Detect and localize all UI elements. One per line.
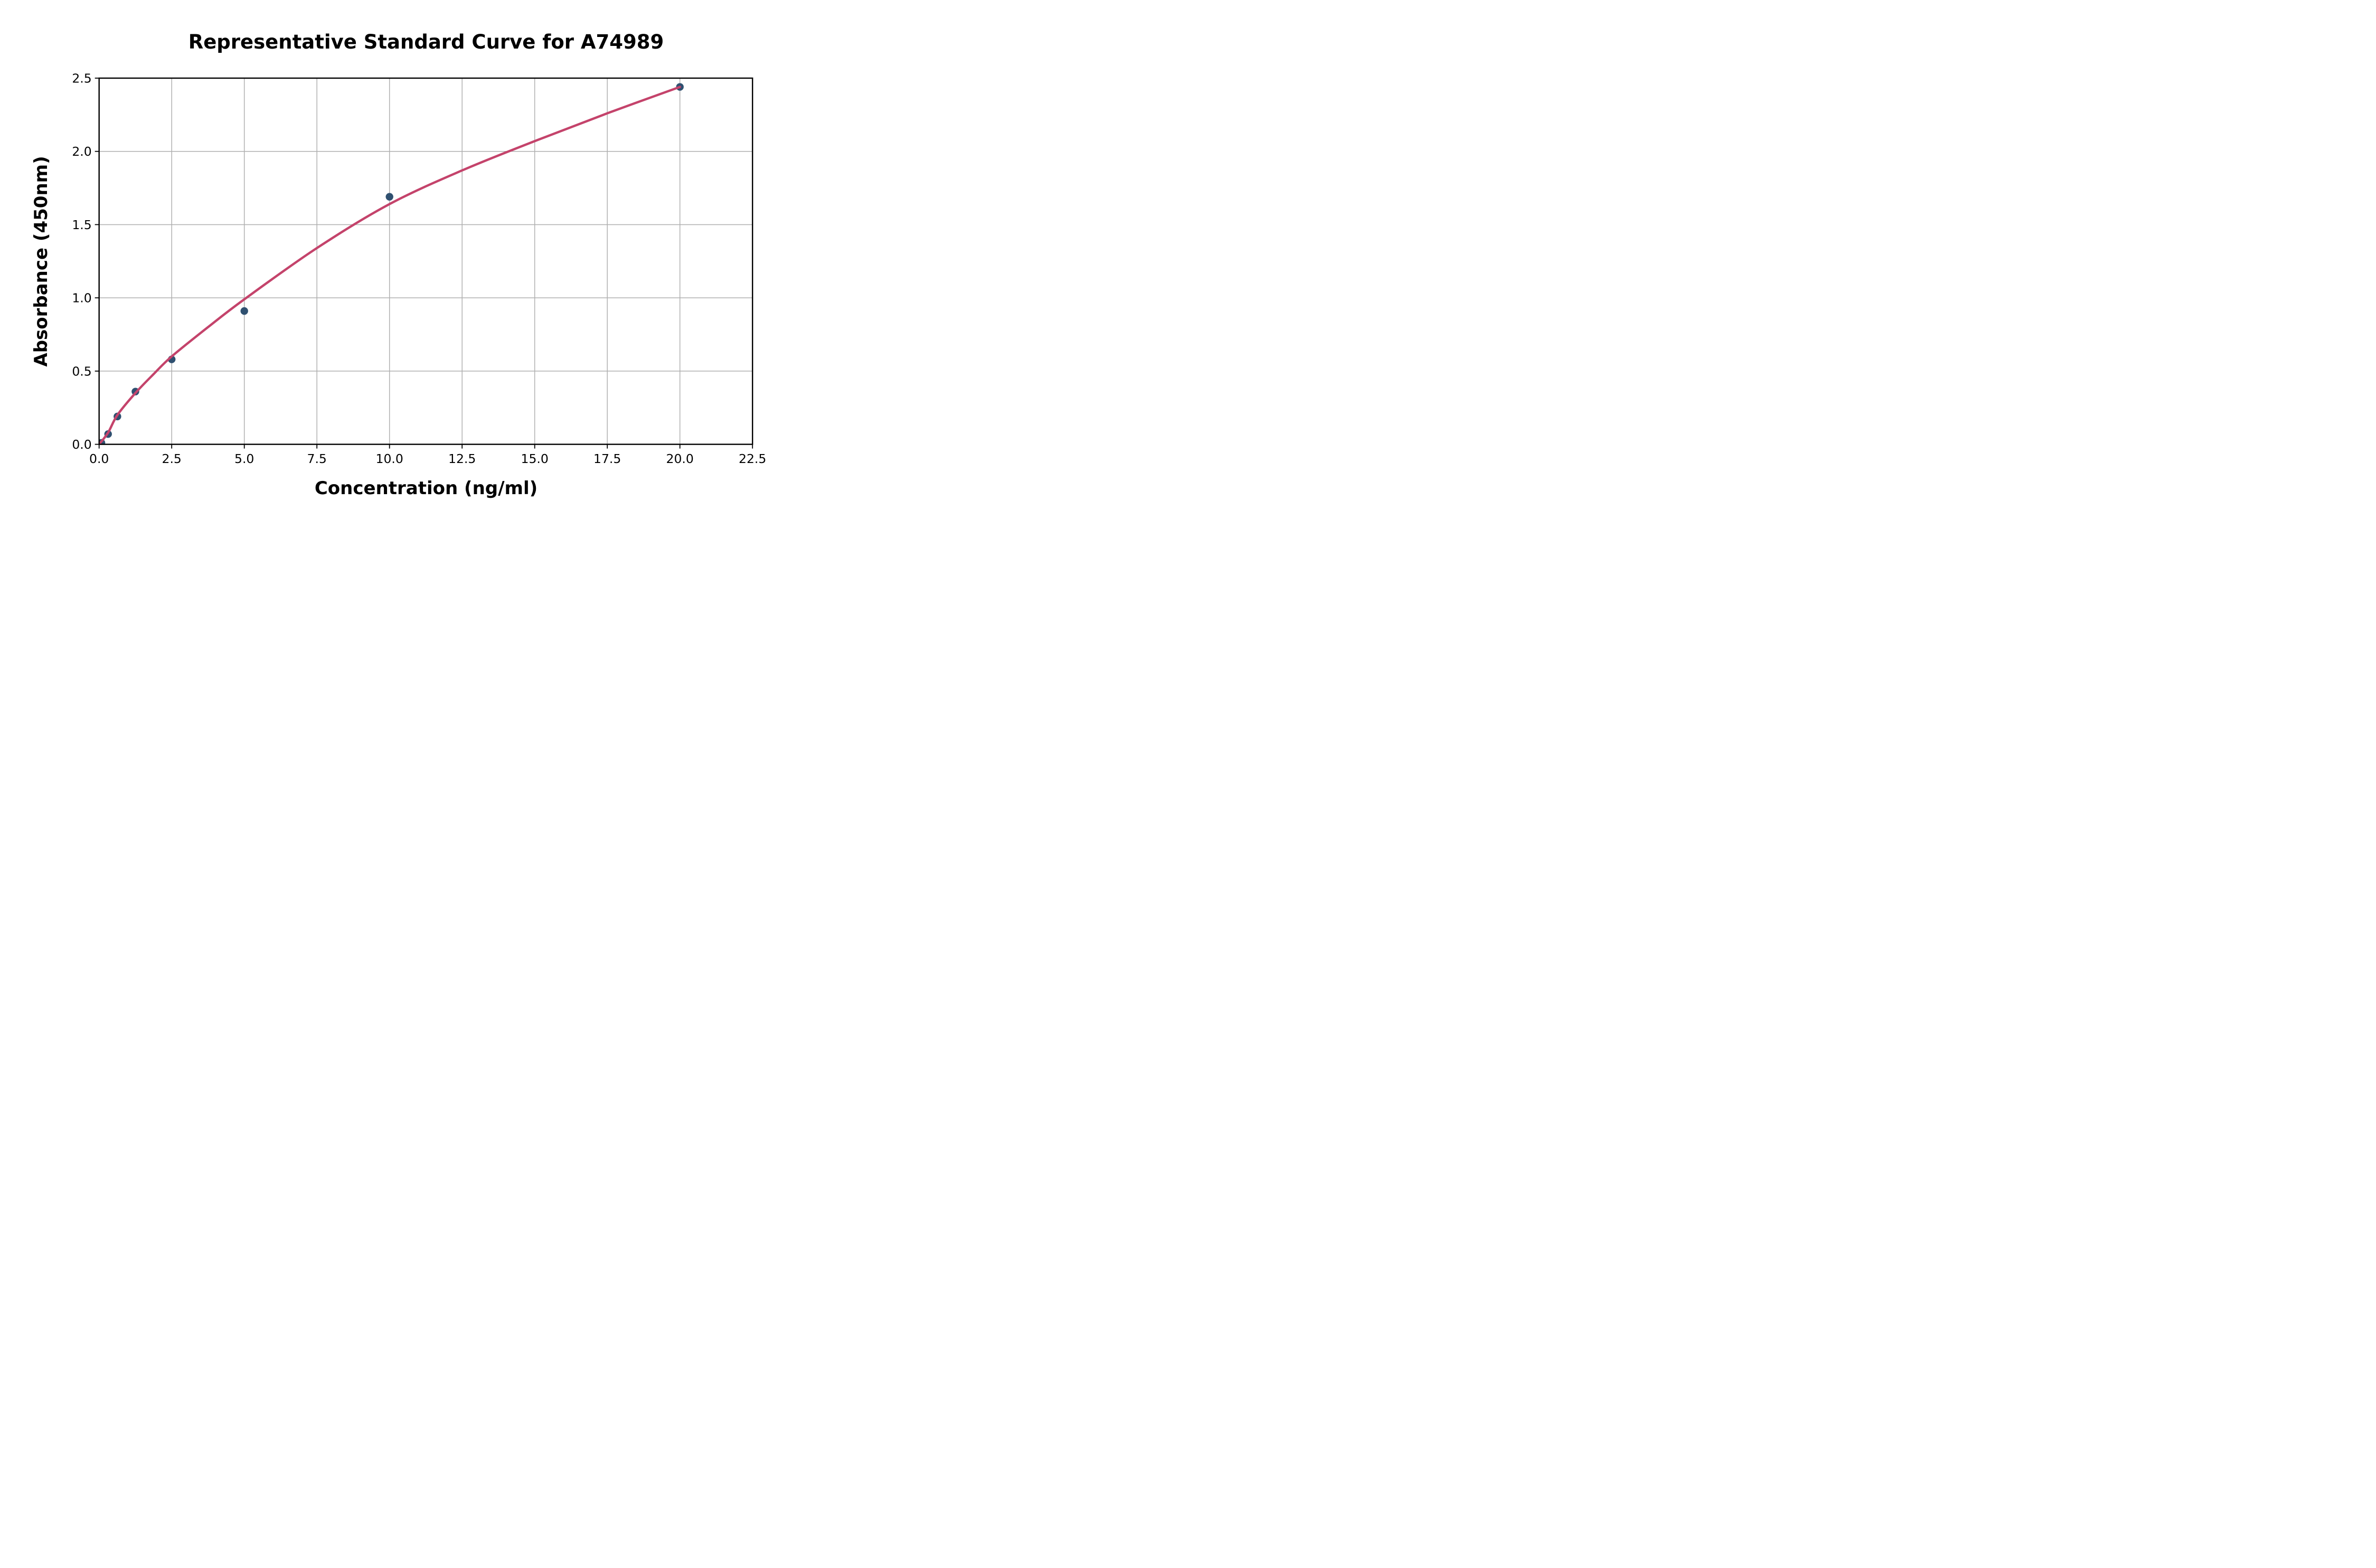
x-tick-label: 7.5 [307, 451, 327, 466]
y-axis-label: Absorbance (450nm) [31, 156, 52, 367]
standard-curve-plot: 0.0 2.5 5.0 7.5 10.0 12.5 15.0 17.5 20.0 22.5 0.0 0… [72, 71, 766, 467]
x-tick-label: 5.0 [234, 451, 254, 466]
y-tick-label: 1.0 [72, 291, 91, 306]
axes-frame [98, 77, 753, 445]
y-tick-label: 0.0 [72, 437, 91, 452]
y-tick-label: 1.5 [72, 218, 91, 232]
x-tick-label: 12.5 [448, 451, 476, 466]
y-tick-label: 0.5 [72, 364, 91, 379]
x-tick-label: 2.5 [162, 451, 182, 466]
grid-lines [98, 78, 753, 445]
x-tick-label: 0.0 [89, 451, 109, 466]
x-axis-label: Concentration (ng/ml) [314, 478, 538, 499]
data-point [385, 193, 393, 201]
data-point [240, 307, 248, 315]
standard-curve-figure: 0.0 2.5 5.0 7.5 10.0 12.5 15.0 17.5 20.0 22.5 0.0 0… [0, 0, 792, 523]
x-tick-label: 20.0 [666, 451, 694, 466]
x-tick-label: 22.5 [739, 451, 766, 466]
tick-marks [95, 78, 753, 449]
x-tick-label: 15.0 [521, 451, 549, 466]
chart-title: Representative Standard Curve for A74989 [188, 31, 664, 53]
standard-points [99, 83, 684, 445]
series-layer [99, 83, 684, 445]
tick-labels: 0.0 2.5 5.0 7.5 10.0 12.5 15.0 17.5 20.0 22.5 0.0 0… [72, 71, 766, 467]
y-tick-label: 2.5 [72, 71, 91, 86]
y-tick-label: 2.0 [72, 144, 91, 159]
fitted-curve [99, 86, 681, 445]
x-tick-label: 17.5 [593, 451, 621, 466]
x-tick-label: 10.0 [376, 451, 403, 466]
